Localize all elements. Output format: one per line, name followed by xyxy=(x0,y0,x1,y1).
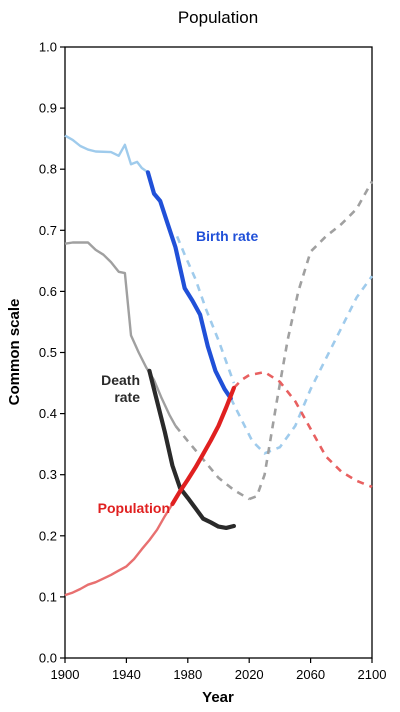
series-historical-line xyxy=(64,503,174,597)
series-label: rate xyxy=(114,389,140,405)
series-historical-line xyxy=(64,241,177,427)
y-tick-label: 0.1 xyxy=(39,589,57,604)
y-axis: 0.0 0.1 0.2 0.3 0.4 0.5 0.6 0.7 0.8 0.9 1.0 xyxy=(39,40,65,666)
y-tick-label: 0.5 xyxy=(39,345,57,360)
x-axis-title: Year xyxy=(202,689,234,706)
x-tick-label: 1940 xyxy=(112,667,141,682)
x-tick-label: 2100 xyxy=(358,667,387,682)
series-projected-line xyxy=(232,370,373,489)
series-label: Population xyxy=(98,500,170,516)
y-tick-label: 0.2 xyxy=(39,528,57,543)
series-historical-line xyxy=(64,134,149,174)
series-projected-line xyxy=(229,275,374,455)
y-tick-label: 1.0 xyxy=(39,40,57,55)
y-tick-label: 0.9 xyxy=(39,101,57,116)
x-tick-label: 1900 xyxy=(51,667,80,682)
series-projected-line xyxy=(248,180,374,501)
series-population xyxy=(64,370,373,597)
x-axis: 1900 1940 1980 2020 2060 2100 xyxy=(51,658,387,682)
series-observed-line xyxy=(145,170,233,401)
x-tick-label: 2020 xyxy=(235,667,264,682)
series-label: Birth rate xyxy=(196,228,258,244)
series-death-rate xyxy=(64,180,374,531)
plot-frame xyxy=(64,46,373,659)
series-projected-lead-line xyxy=(174,424,250,501)
plot-area: 0.00.10.20.30.40.50.60.70.80.91.0 1900 19… xyxy=(39,40,387,683)
series-birth-rate xyxy=(64,134,374,455)
series-observed-line xyxy=(147,368,236,531)
y-axis-title: Common scale xyxy=(6,299,23,406)
series-observed-line xyxy=(170,385,236,507)
y-tick-label: 0.6 xyxy=(39,284,57,299)
y-tick-label: 0.4 xyxy=(39,406,57,421)
chart-title: Population xyxy=(178,8,258,27)
x-tick-label: 2060 xyxy=(296,667,325,682)
series-label: Death xyxy=(101,372,140,388)
y-tick-label: 0.0 xyxy=(39,651,57,666)
y-tick-label: 0.8 xyxy=(39,162,57,177)
y-tick-label: 0.3 xyxy=(39,467,57,482)
x-tick-label: 1980 xyxy=(173,667,202,682)
series-lines xyxy=(64,134,374,597)
series-projected-lead-line xyxy=(175,235,236,384)
y-tick-label: 0.7 xyxy=(39,223,57,238)
